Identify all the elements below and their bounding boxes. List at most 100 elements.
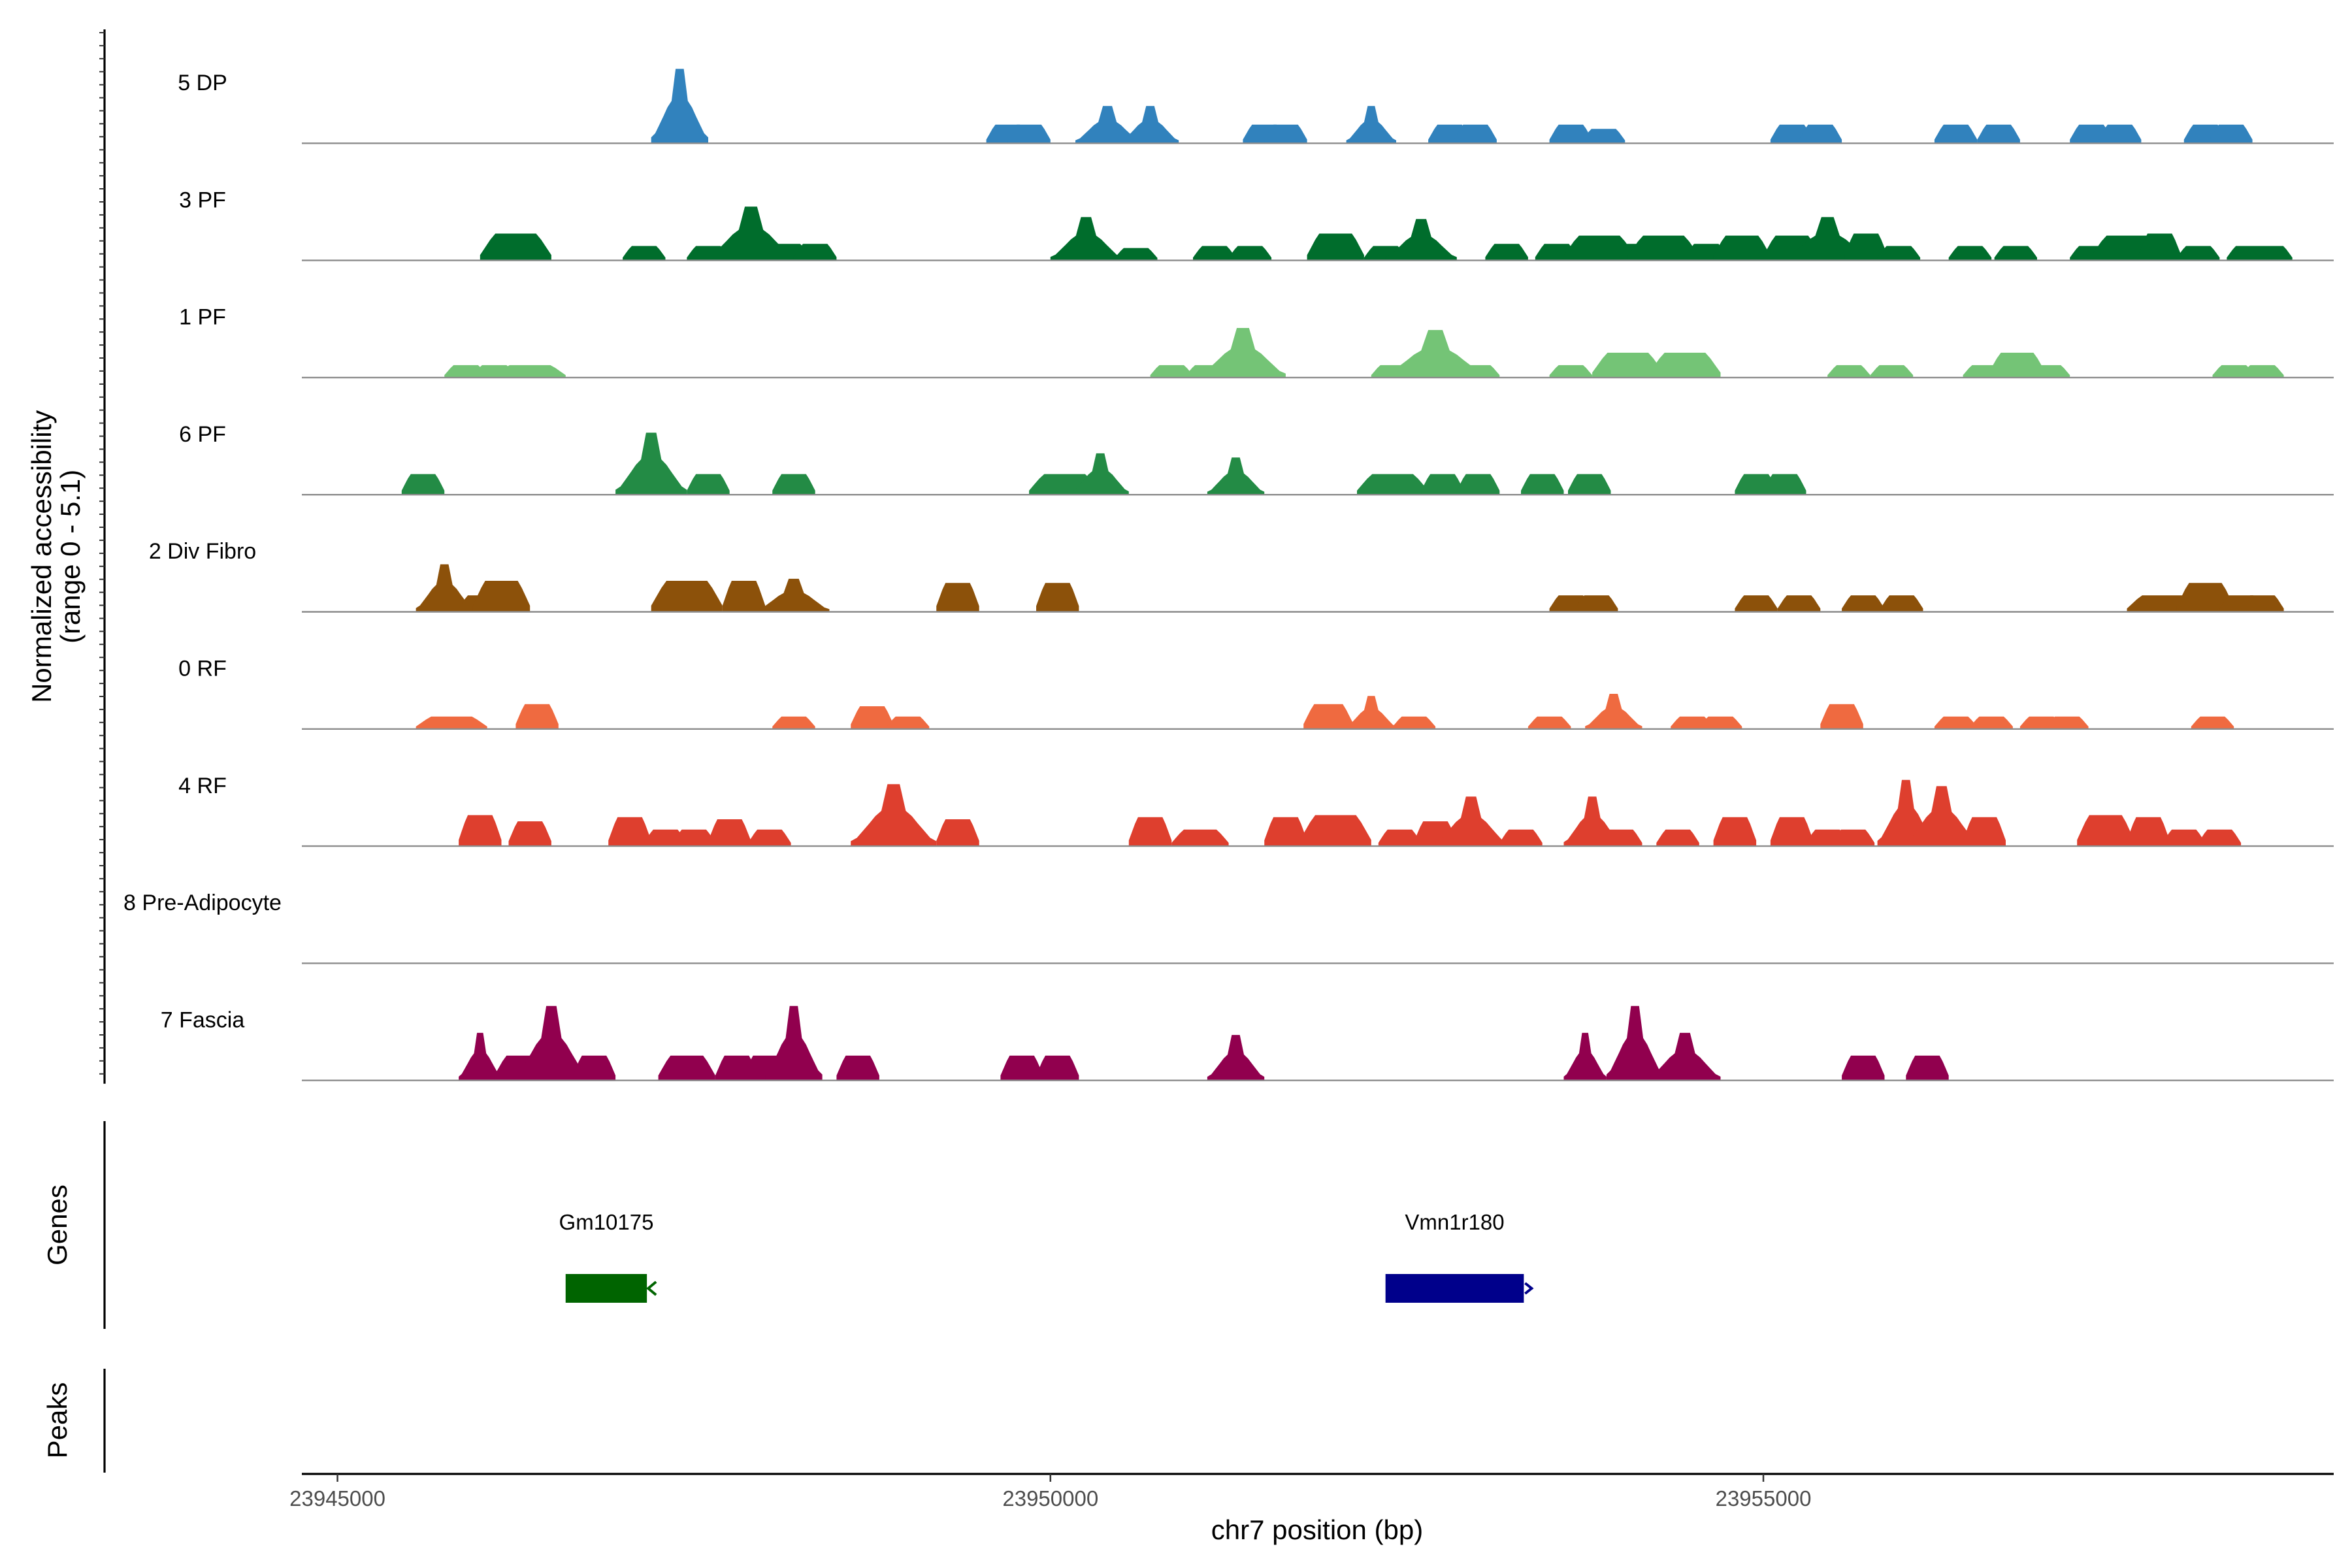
track-6-pf: 6 PF <box>179 422 2334 496</box>
coverage-peak <box>1568 474 1611 495</box>
peaks-panel-title: Peaks <box>42 1382 73 1459</box>
coverage-peak <box>1036 1055 1079 1081</box>
coverage-peak <box>2210 124 2253 144</box>
coverage-peak <box>1582 129 1625 144</box>
track-2-div-fibro: 2 Div Fibro <box>149 539 2334 613</box>
coverage-peak <box>1346 106 1396 144</box>
coverage-peak <box>2163 829 2206 847</box>
coverage-peak <box>515 1005 587 1081</box>
coverage-peak <box>793 244 837 261</box>
coverage-peak <box>623 246 666 261</box>
genes-panel-title: Genes <box>42 1184 73 1266</box>
coverage-peak <box>1994 246 2037 261</box>
coverage-peak <box>936 819 979 847</box>
x-axis-title: chr7 position (bp) <box>1211 1514 1424 1545</box>
coverage-peak <box>1128 817 1172 847</box>
coverage-peak <box>480 233 551 261</box>
x-ticks: 23945000 23950000 23955000 <box>289 1474 1811 1511</box>
x-axis: 23945000 23950000 23955000 chr7 position (… <box>289 1473 2334 1545</box>
gene-body <box>1385 1274 1524 1303</box>
y-axis-title-line: Normalized accessibility <box>26 410 57 703</box>
coverage-peak <box>836 1055 879 1081</box>
coverage-peak <box>1563 1032 1607 1081</box>
coverage-peak <box>1299 815 1371 847</box>
track-label: 3 PF <box>179 188 226 212</box>
strand-arrow-icon <box>1524 1282 1534 1295</box>
coverage-peak <box>1036 583 1079 612</box>
coverage-peak <box>2127 817 2170 847</box>
coverage-peak <box>1870 365 1914 378</box>
coverage-peak <box>494 365 566 378</box>
coverage-peak <box>708 819 751 847</box>
coverage-peak <box>1842 595 1885 612</box>
coverage-peak <box>2138 233 2181 261</box>
coverage-peak <box>851 784 937 847</box>
coverage-peak <box>1606 1005 1664 1081</box>
track-3-pf: 3 PF <box>179 188 2334 261</box>
coverage-peak <box>508 821 551 847</box>
coverage-peak <box>1385 330 1486 378</box>
coverage-peak <box>1378 829 1422 847</box>
coverage-peak <box>2046 716 2089 729</box>
coverage-peak <box>1456 474 1500 495</box>
coverage-peak <box>1585 694 1642 729</box>
coverage-peak <box>1906 786 1978 847</box>
coverage-peak <box>1527 716 1571 729</box>
coverage-peak <box>1193 246 1236 261</box>
track-1-pf: 1 PF <box>179 305 2334 379</box>
x-tick-label: 23955000 <box>1716 1486 1812 1511</box>
coverage-peak <box>722 581 766 612</box>
coverage-peak <box>651 581 723 612</box>
coverage-peak <box>1456 365 1500 378</box>
coverage-peak <box>1171 829 1229 847</box>
coverage-peak <box>1207 457 1265 495</box>
coverage-peak <box>515 704 559 729</box>
coverage-peak <box>1777 595 1821 612</box>
coverage-peak <box>416 564 473 612</box>
coverage-peak <box>2241 365 2284 378</box>
coverage-peak <box>1228 246 1272 261</box>
coverage-peak <box>401 474 445 495</box>
coverage-peak <box>1699 716 1742 729</box>
coverage-peak <box>1649 352 1721 378</box>
coverage-peak <box>1454 124 1497 144</box>
coverage-peak <box>758 578 830 612</box>
coverage-peak <box>1842 1055 1885 1081</box>
coverage-peak <box>1599 829 1642 847</box>
coverage-peak <box>1844 233 1887 261</box>
x-tick-label: 23950000 <box>1002 1486 1098 1511</box>
track-7-fascia: 7 Fascia <box>161 1005 2334 1081</box>
x-tick-label: 23945000 <box>289 1486 385 1511</box>
coverage-peak <box>1115 248 1158 261</box>
coverage-peak <box>1656 829 1699 847</box>
gene-gm10175: Gm10175 <box>559 1210 657 1303</box>
coverage-peak <box>615 433 687 495</box>
coverage-peak <box>2241 595 2284 612</box>
accessibility-y-axis <box>99 29 106 1084</box>
coverage-peak <box>1799 124 1842 144</box>
coverage-peak <box>772 474 815 495</box>
gene-label: Vmn1r180 <box>1405 1210 1504 1234</box>
track-label: 1 PF <box>179 305 226 330</box>
coverage-peak <box>1713 817 1757 847</box>
track-0-rf: 0 RF <box>178 657 2334 730</box>
genes-panel: Genes Gm10175 Vmn1r180 <box>42 1121 1534 1329</box>
coverage-peak <box>1307 233 1364 261</box>
peaks-panel: Peaks <box>42 1369 106 1473</box>
coverage-peak <box>687 474 730 495</box>
coverage-peak <box>1392 716 1436 729</box>
coverage-peak <box>2198 829 2242 847</box>
coverage-peak <box>1007 124 1051 144</box>
coverage-peak <box>1575 595 1618 612</box>
coverage-peak <box>1820 704 1863 729</box>
track-8-pre-adipocyte: 8 Pre-Adipocyte <box>123 890 2334 964</box>
coverage-peak <box>1970 716 2013 729</box>
track-label: 5 DP <box>178 71 227 95</box>
coverage-peak <box>1000 1055 1043 1081</box>
gene-label: Gm10175 <box>559 1210 654 1234</box>
coverage-peak <box>1549 365 1593 378</box>
track-label: 2 Div Fibro <box>149 539 256 564</box>
coverage-peak <box>1521 474 1564 495</box>
coverage-peak <box>886 716 930 729</box>
